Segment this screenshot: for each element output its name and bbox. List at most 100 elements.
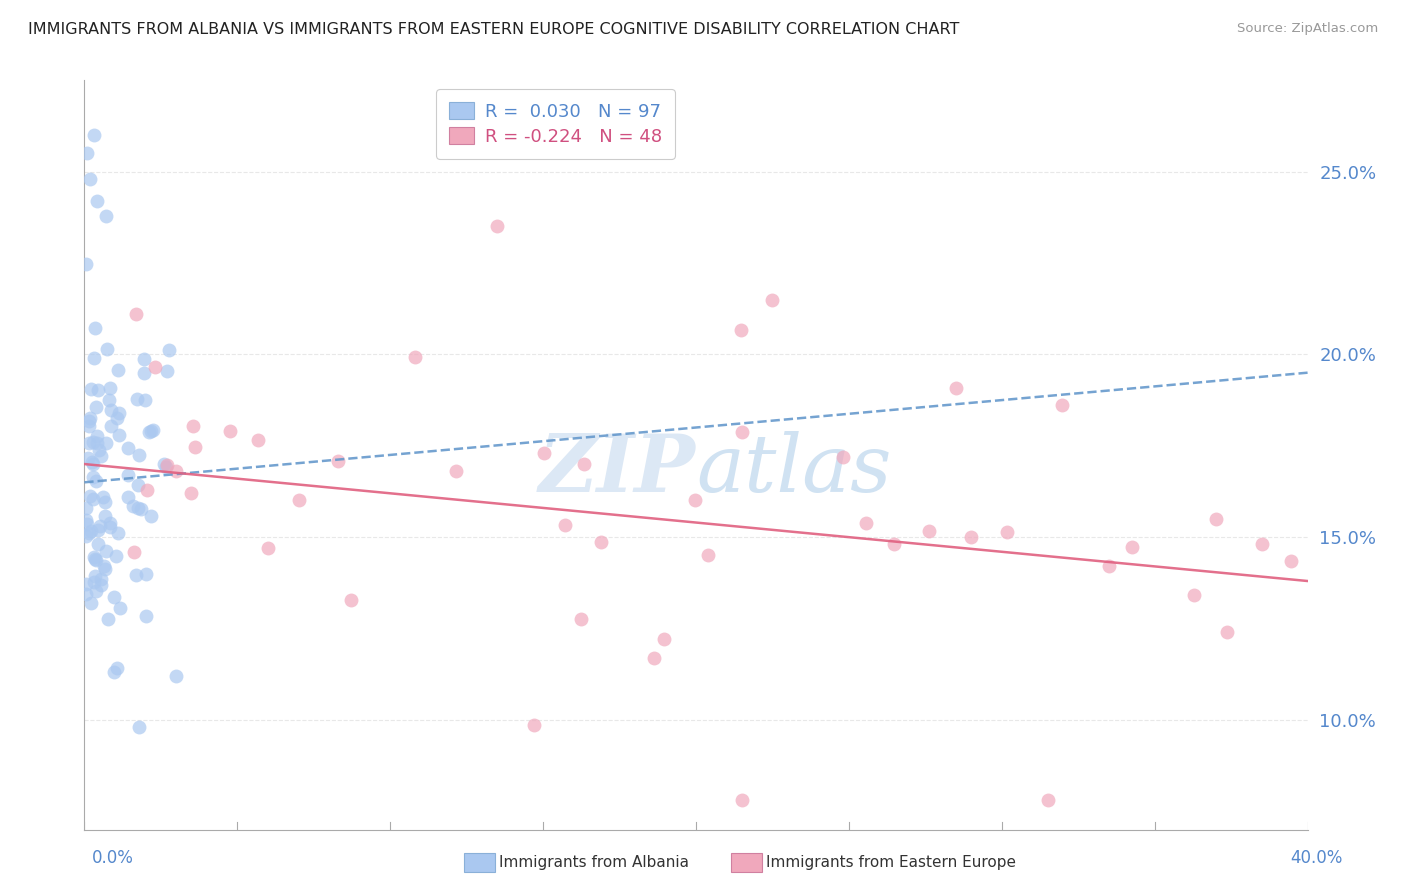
Point [143, 360, 166, 375]
Point [1050, 398, 1073, 412]
Point [165, 669, 187, 683]
Point [80, 596, 103, 610]
Point [97, 612, 120, 626]
Point [94, 562, 117, 576]
Point [117, 468, 139, 483]
Point [107, 363, 129, 377]
Point [128, 720, 150, 734]
Point [79, 489, 101, 503]
Point [918, 524, 941, 539]
Point [94, 209, 117, 223]
Point [87, 536, 110, 550]
Point [77, 451, 100, 466]
Point [80, 524, 103, 538]
Point [84, 569, 107, 583]
Legend: R =  0.030   N = 97, R = -0.224   N = 48: R = 0.030 N = 97, R = -0.224 N = 48 [436, 89, 675, 159]
Point [87, 524, 110, 538]
Point [79, 172, 101, 186]
Point [138, 425, 160, 439]
Point [257, 541, 280, 556]
Point [77, 525, 100, 540]
Point [554, 518, 576, 533]
Point [995, 524, 1018, 539]
Point [76, 146, 98, 161]
Point [685, 492, 707, 507]
Point [643, 651, 665, 665]
Point [960, 530, 983, 544]
Point [135, 566, 157, 581]
Point [328, 454, 350, 468]
Point [1182, 588, 1205, 602]
Point [82, 435, 104, 450]
Point [105, 661, 128, 675]
Point [75, 587, 97, 601]
Point [108, 600, 131, 615]
Point [83, 549, 105, 564]
Point [141, 423, 163, 437]
Point [87, 443, 110, 458]
Point [1279, 554, 1302, 568]
Point [589, 534, 612, 549]
Point [100, 403, 122, 417]
Point [75, 576, 97, 591]
Text: 0.0%: 0.0% [91, 849, 134, 867]
Point [79, 382, 101, 396]
Point [155, 460, 177, 475]
Point [165, 464, 187, 478]
Point [86, 435, 108, 450]
Point [77, 419, 100, 434]
Point [134, 351, 156, 366]
Point [82, 469, 104, 483]
Text: Immigrants from Albania: Immigrants from Albania [499, 855, 689, 870]
Text: ZIP: ZIP [538, 431, 696, 508]
Point [83, 128, 105, 142]
Point [76, 516, 98, 531]
Point [446, 464, 468, 478]
Point [180, 486, 202, 500]
Point [1205, 512, 1227, 526]
Point [84, 400, 107, 414]
Point [572, 457, 595, 471]
Point [86, 428, 108, 442]
Point [404, 350, 426, 364]
Point [1250, 537, 1272, 551]
Point [93, 495, 115, 509]
Point [90, 578, 112, 592]
Point [882, 537, 904, 551]
Point [156, 458, 179, 473]
Point [75, 512, 97, 526]
Point [1036, 793, 1059, 807]
Point [108, 406, 131, 420]
Point [105, 411, 128, 425]
Point [94, 508, 117, 523]
Point [90, 572, 112, 586]
Point [82, 455, 104, 469]
Point [100, 418, 122, 433]
Point [153, 458, 176, 472]
Point [83, 575, 105, 590]
Point [1121, 540, 1143, 554]
Text: atlas: atlas [696, 431, 891, 508]
Point [1216, 625, 1239, 640]
Point [127, 478, 149, 492]
Point [86, 194, 108, 208]
Point [103, 591, 125, 605]
Point [83, 351, 105, 366]
Point [523, 718, 546, 732]
Point [84, 584, 107, 599]
Point [125, 306, 148, 320]
Point [831, 450, 853, 464]
Point [156, 364, 179, 378]
Point [98, 520, 121, 534]
Point [132, 367, 155, 381]
Point [91, 490, 114, 504]
Point [731, 793, 754, 807]
Point [96, 343, 118, 357]
Point [83, 551, 105, 566]
Point [125, 392, 148, 406]
Point [157, 343, 180, 358]
Point [134, 393, 156, 408]
Point [339, 592, 361, 607]
Point [569, 612, 592, 626]
Point [131, 502, 153, 516]
